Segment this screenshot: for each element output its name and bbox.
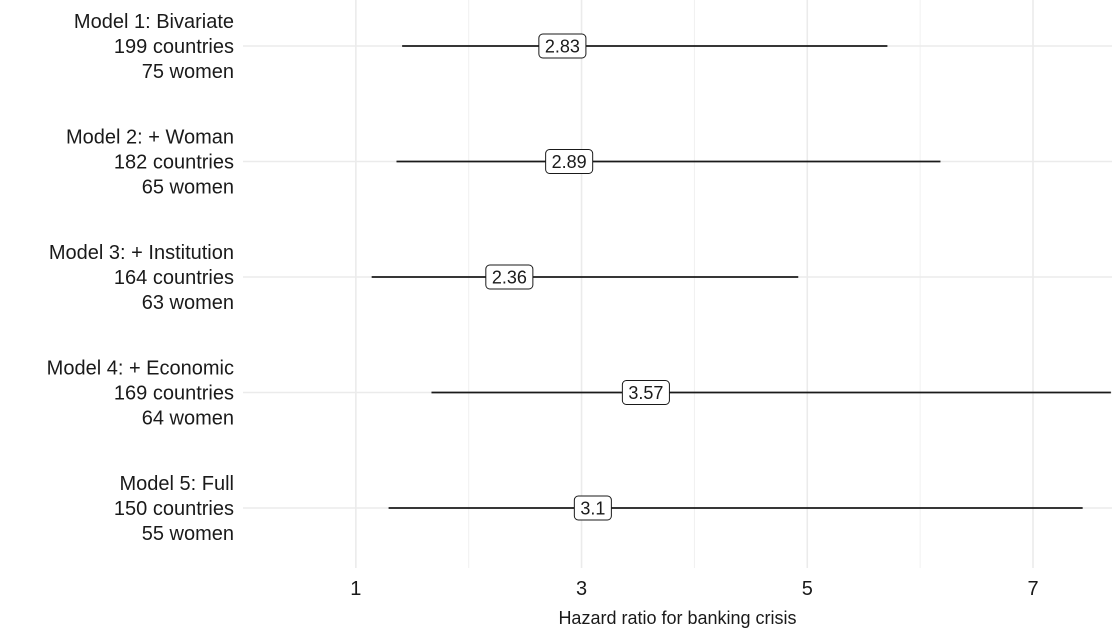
- x-tick-labels: 1 3 5 7: [350, 578, 1038, 600]
- estimate-value: 3.1: [580, 499, 605, 519]
- estimate-value: 2.83: [545, 37, 580, 57]
- x-tick-label: 1: [350, 578, 361, 600]
- estimate-box: [485, 264, 534, 290]
- model-label-line: 164 countries: [114, 267, 234, 289]
- estimate-label: 3.57: [621, 380, 670, 405]
- estimate-box: [621, 380, 670, 405]
- x-tick-label: 3: [576, 578, 587, 600]
- model-label-line: 63 women: [142, 292, 234, 314]
- estimate-box: [573, 495, 612, 521]
- confidence-intervals: [371, 45, 1111, 509]
- x-tick-label: 7: [1027, 578, 1038, 600]
- model-label-line: Model 1: Bivariate: [74, 11, 234, 33]
- x-tick-label: 5: [802, 578, 813, 600]
- model-labels: Model 1: Bivariate 199 countries 75 women M…: [47, 11, 234, 545]
- estimate-label: 2.83: [538, 33, 587, 59]
- model-label-line: 55 women: [142, 523, 234, 545]
- major-gridlines: [243, 0, 1112, 568]
- model-label-line: Model 4: + Economic: [47, 358, 234, 380]
- estimate-value: 3.57: [628, 383, 663, 403]
- model-label-line: 64 women: [142, 408, 234, 430]
- model-label-line: 150 countries: [114, 498, 234, 520]
- estimate-value: 2.36: [492, 268, 527, 288]
- model-label-line: Model 5: Full: [120, 473, 235, 495]
- model-label-line: 75 women: [142, 61, 234, 83]
- estimate-label: 2.36: [485, 264, 534, 290]
- x-axis-title: Hazard ratio for banking crisis: [558, 608, 796, 628]
- model-label-line: 169 countries: [114, 383, 234, 405]
- estimate-box: [545, 149, 594, 174]
- model-label-line: Model 3: + Institution: [49, 242, 234, 264]
- model-label-line: 199 countries: [114, 36, 234, 58]
- estimate-label: 3.1: [573, 495, 612, 521]
- model-label-line: 182 countries: [114, 152, 234, 174]
- estimate-labels: 2.83 2.89 2.36 3.57 3.1: [485, 33, 670, 521]
- minor-gridlines: [468, 0, 921, 568]
- estimate-value: 2.89: [552, 152, 587, 172]
- model-label-line: 65 women: [142, 177, 234, 199]
- model-label-line: Model 2: + Woman: [66, 127, 234, 149]
- estimate-box: [538, 33, 587, 59]
- estimate-label: 2.89: [545, 149, 594, 174]
